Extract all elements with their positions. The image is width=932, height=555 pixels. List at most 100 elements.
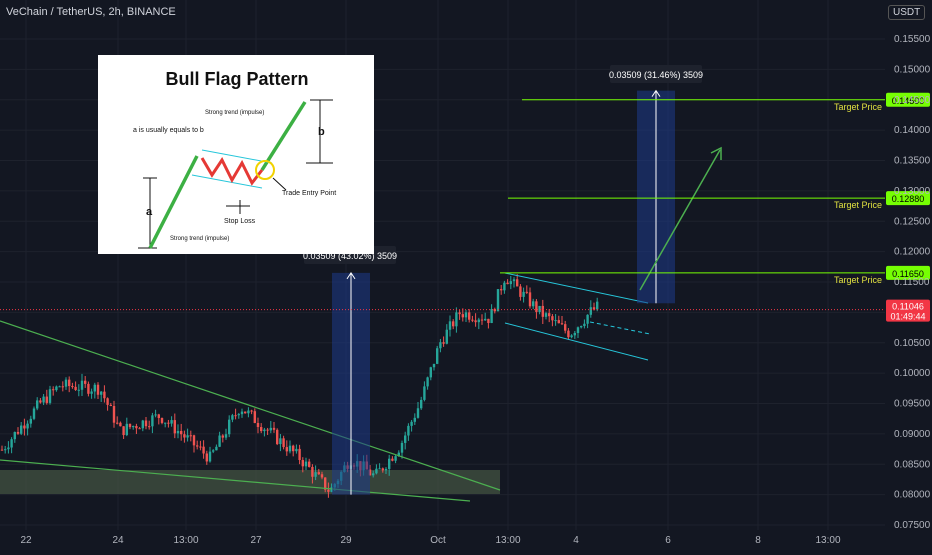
candle-body	[205, 453, 208, 462]
candle-body	[420, 399, 423, 409]
inset-panel	[98, 55, 374, 254]
candle-body	[32, 408, 36, 419]
candle-body	[458, 312, 461, 315]
falling-trendline	[0, 320, 501, 491]
candle-body	[240, 411, 244, 415]
candle-body	[10, 439, 13, 448]
candle-body	[583, 323, 586, 327]
candle-body	[45, 396, 48, 403]
candle-body	[372, 473, 375, 476]
candle-body	[87, 383, 90, 394]
candle-body	[68, 379, 71, 387]
candle-body	[570, 335, 573, 338]
candle-body	[7, 447, 10, 450]
candle-body	[285, 447, 288, 452]
candle-body	[426, 377, 429, 387]
inset-label: Trade Entry Point	[282, 190, 336, 197]
candle-body	[80, 380, 84, 390]
x-tick-label: 13:00	[173, 535, 198, 546]
candle-body	[250, 410, 253, 412]
candle-body	[20, 425, 23, 434]
inset-flag-zigzag	[200, 157, 264, 186]
candle-body	[464, 312, 468, 318]
candle-body	[592, 307, 596, 310]
inset-entry-circle	[255, 160, 275, 180]
candle-body	[269, 427, 272, 431]
candle-body	[186, 435, 189, 438]
candle-body	[234, 415, 237, 417]
candle-body	[96, 384, 100, 395]
candle-body	[224, 434, 228, 438]
candle-body	[4, 449, 7, 451]
measure-label: 0.03509 (31.46%) 3509	[609, 70, 703, 80]
candle-body	[544, 313, 548, 317]
candle-body	[586, 314, 589, 324]
target-price-value: 0.12880	[892, 194, 925, 204]
x-tick-label: Oct	[430, 535, 446, 546]
candle-body	[71, 386, 74, 388]
candle-body	[122, 426, 125, 436]
candle-body	[551, 316, 554, 321]
y-tick-label: 0.11500	[894, 277, 930, 288]
candle-body	[384, 468, 388, 471]
candle-body	[596, 301, 599, 310]
candle-body	[279, 438, 282, 445]
x-tick-label: 6	[665, 535, 671, 546]
flag-channel-projection	[589, 321, 651, 335]
measure-label-bg	[610, 65, 702, 83]
candle-body	[391, 458, 394, 461]
candle-body	[154, 414, 157, 416]
target-price-tag	[886, 191, 930, 206]
candle-body	[58, 386, 61, 388]
candle-body	[471, 319, 474, 321]
y-tick-label: 0.09000	[894, 429, 931, 440]
candle-body	[439, 342, 442, 349]
candle-body	[548, 313, 551, 317]
candle-body	[212, 450, 215, 452]
candle-body	[407, 425, 410, 436]
candle-body	[298, 448, 301, 461]
candle-body	[327, 489, 330, 492]
candle-body	[112, 405, 116, 423]
support-trendline	[0, 459, 471, 502]
currency-button[interactable]: USDT	[888, 5, 926, 20]
candle-body	[263, 429, 266, 432]
candle-body	[468, 312, 471, 320]
flag-channel-bottom	[504, 322, 649, 361]
measure-arrowhead	[651, 89, 661, 97]
x-tick-label: 22	[20, 535, 32, 546]
y-tick-label: 0.10500	[894, 338, 931, 349]
candle-body	[84, 380, 87, 384]
candle-body	[215, 446, 218, 451]
x-tick-label: 13:00	[815, 535, 840, 546]
candle-body	[272, 427, 276, 430]
candle-body	[308, 461, 311, 467]
candle-body	[208, 451, 212, 462]
y-tick-label: 0.15000	[894, 64, 931, 75]
candle-body	[266, 429, 269, 431]
y-tick-label: 0.12000	[894, 247, 931, 258]
candle-body	[61, 386, 64, 388]
candle-body	[324, 477, 327, 490]
y-tick-label: 0.13000	[894, 186, 931, 197]
candle-body	[77, 389, 80, 391]
candle-body	[128, 423, 132, 428]
x-tick-label: 4	[573, 535, 579, 546]
candle-body	[516, 279, 519, 287]
candle-body	[292, 445, 295, 452]
candle-body	[413, 417, 416, 422]
projection-arrow	[639, 149, 721, 291]
inset-impulse-up	[148, 155, 199, 249]
candle-body	[589, 307, 592, 315]
candle-body	[461, 314, 464, 318]
candle-body	[119, 422, 122, 427]
flag-channel-top	[504, 272, 649, 304]
candle-body	[202, 446, 205, 454]
candle-body	[164, 422, 167, 424]
target-label: Target Price	[834, 275, 882, 285]
candle-body	[160, 417, 164, 423]
candle-body	[295, 448, 298, 452]
x-tick-label: 13:00	[495, 535, 520, 546]
